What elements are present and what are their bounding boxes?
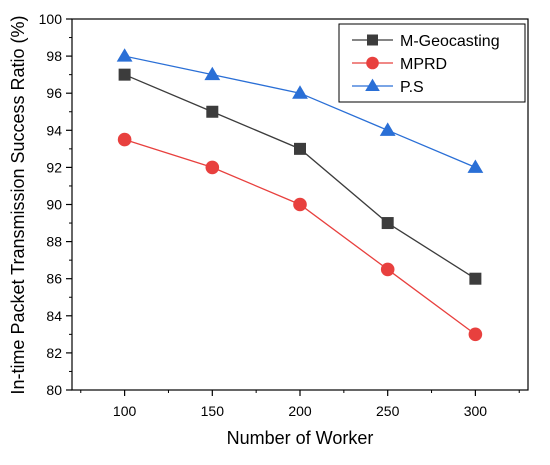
data-point: [118, 68, 131, 81]
legend-entry: P.S: [352, 78, 424, 96]
x-tick-label: 300: [464, 403, 488, 419]
y-tick-label: 86: [46, 271, 62, 287]
series-layer: [116, 48, 484, 342]
y-tick-label: 100: [39, 11, 63, 27]
legend-entry: M-Geocasting: [352, 33, 500, 50]
legend: M-Geocasting MPRD P.S: [338, 23, 526, 103]
legend-marker: [365, 78, 380, 92]
x-tick-label: 100: [113, 403, 137, 419]
y-axis: 80 82 84 86 88 90 92 94 96 98 100: [39, 11, 72, 398]
data-point: [206, 105, 219, 118]
x-axis: 100 150 200 250 300: [80, 390, 520, 419]
data-point: [469, 272, 482, 285]
x-tick-label: 200: [288, 403, 312, 419]
data-point: [205, 160, 220, 175]
y-tick-label: 88: [46, 234, 62, 250]
data-point: [292, 85, 308, 99]
legend-label: P.S: [400, 79, 424, 96]
x-tick-label: 150: [201, 403, 225, 419]
y-tick-label: 90: [46, 197, 62, 213]
data-point: [293, 197, 307, 212]
data-point: [380, 262, 395, 277]
data-point: [381, 217, 394, 230]
data-point: [467, 159, 484, 173]
y-tick-label: 94: [46, 122, 62, 138]
y-tick-label: 84: [46, 308, 62, 324]
data-point: [117, 132, 132, 147]
data-point: [294, 142, 306, 155]
y-tick-label: 98: [46, 48, 62, 64]
legend-marker: [367, 34, 378, 46]
y-tick-label: 80: [46, 382, 62, 398]
y-tick-label: 82: [46, 345, 62, 361]
x-axis-title: Number of Worker: [227, 428, 374, 448]
series-p-s: [116, 48, 484, 173]
y-axis-title: In-time Packet Transmission Success Rati…: [8, 15, 28, 394]
series-line: [124, 138, 476, 335]
series-line: [124, 74, 476, 280]
legend-entry: MPRD: [352, 56, 447, 73]
y-tick-label: 96: [46, 85, 62, 101]
legend-label: MPRD: [400, 56, 447, 73]
data-point: [116, 48, 133, 62]
legend-marker: [366, 56, 379, 70]
legend-label: M-Geocasting: [400, 33, 500, 50]
y-tick-label: 92: [46, 159, 62, 175]
data-point: [379, 122, 396, 136]
x-tick-label: 250: [376, 403, 400, 419]
series-mprd: [117, 132, 483, 342]
data-point: [468, 327, 483, 342]
data-point: [204, 66, 221, 81]
series-m-geocasting: [118, 68, 482, 285]
